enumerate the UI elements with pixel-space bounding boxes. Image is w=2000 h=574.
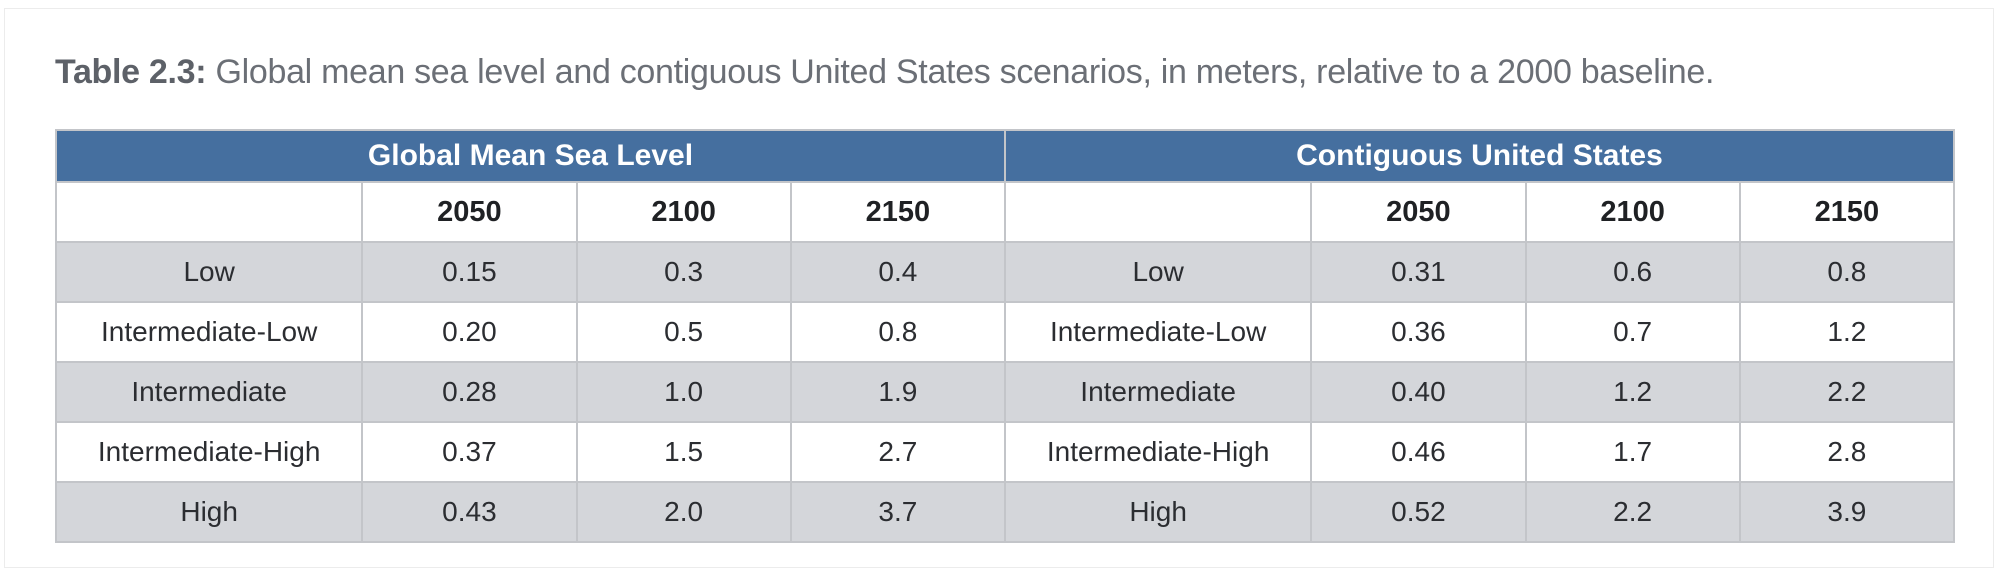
- value-cell: 0.46: [1310, 421, 1527, 483]
- scenario-cell: Intermediate: [54, 361, 364, 423]
- group-header-gmsl: Global Mean Sea Level: [55, 129, 1006, 183]
- group-header-conus: Contiguous United States: [1003, 129, 1956, 183]
- value-cell: 1.0: [575, 361, 792, 423]
- scenario-cell: Intermediate-High: [54, 421, 364, 483]
- year-header: 2150: [789, 181, 1006, 243]
- value-cell: 1.7: [1524, 421, 1741, 483]
- table-caption-text: Global mean sea level and contiguous Uni…: [206, 53, 1715, 91]
- table-row: Intermediate 0.28 1.0 1.9 Intermediate 0…: [54, 361, 1956, 423]
- value-cell: 2.2: [1524, 481, 1741, 543]
- value-cell: 2.8: [1738, 421, 1956, 483]
- table-row: High 0.43 2.0 3.7 High 0.52 2.2 3.9: [54, 481, 1956, 543]
- year-header: 2050: [1310, 181, 1527, 243]
- year-header: 2050: [361, 181, 578, 243]
- value-cell: 0.4: [789, 241, 1006, 303]
- year-header: 2100: [575, 181, 792, 243]
- value-cell: 0.8: [789, 301, 1006, 363]
- year-header: 2150: [1738, 181, 1956, 243]
- scenario-cell: Low: [54, 241, 364, 303]
- value-cell: 1.2: [1524, 361, 1741, 423]
- scenario-cell: Intermediate: [1003, 361, 1313, 423]
- value-cell: 0.43: [361, 481, 578, 543]
- value-cell: 0.20: [361, 301, 578, 363]
- scenario-cell: High: [1003, 481, 1313, 543]
- value-cell: 0.7: [1524, 301, 1741, 363]
- value-cell: 3.9: [1738, 481, 1956, 543]
- scenario-cell: Intermediate-High: [1003, 421, 1313, 483]
- value-cell: 0.40: [1310, 361, 1527, 423]
- value-cell: 0.8: [1738, 241, 1956, 303]
- value-cell: 0.6: [1524, 241, 1741, 303]
- scenario-cell: Intermediate-Low: [54, 301, 364, 363]
- table-row: Low 0.15 0.3 0.4 Low 0.31 0.6 0.8: [54, 241, 1956, 303]
- value-cell: 1.9: [789, 361, 1006, 423]
- scenario-cell: Low: [1003, 241, 1313, 303]
- value-cell: 0.52: [1310, 481, 1527, 543]
- year-header-blank: [1003, 181, 1313, 243]
- year-header-blank: [54, 181, 364, 243]
- value-cell: 0.15: [361, 241, 578, 303]
- scenario-cell: High: [54, 481, 364, 543]
- value-cell: 0.31: [1310, 241, 1527, 303]
- value-cell: 2.0: [575, 481, 792, 543]
- value-cell: 2.2: [1738, 361, 1956, 423]
- table-caption: Table 2.3: Global mean sea level and con…: [55, 53, 1714, 92]
- value-cell: 0.28: [361, 361, 578, 423]
- sea-level-table: Global Mean Sea Level Contiguous United …: [54, 129, 1956, 543]
- value-cell: 1.5: [575, 421, 792, 483]
- table-row: Intermediate-Low 0.20 0.5 0.8 Intermedia…: [54, 301, 1956, 363]
- value-cell: 1.2: [1738, 301, 1956, 363]
- table-card: Table 2.3: Global mean sea level and con…: [4, 8, 1994, 568]
- table-caption-label: Table 2.3:: [55, 53, 207, 91]
- table-row: Intermediate-High 0.37 1.5 2.7 Intermedi…: [54, 421, 1956, 483]
- value-cell: 3.7: [789, 481, 1006, 543]
- value-cell: 0.36: [1310, 301, 1527, 363]
- value-cell: 0.37: [361, 421, 578, 483]
- value-cell: 0.3: [575, 241, 792, 303]
- group-header-row: Global Mean Sea Level Contiguous United …: [55, 129, 1956, 183]
- value-cell: 2.7: [789, 421, 1006, 483]
- scenario-cell: Intermediate-Low: [1003, 301, 1313, 363]
- value-cell: 0.5: [575, 301, 792, 363]
- year-header: 2100: [1524, 181, 1741, 243]
- year-header-row: 2050 2100 2150 2050 2100 2150: [54, 181, 1956, 243]
